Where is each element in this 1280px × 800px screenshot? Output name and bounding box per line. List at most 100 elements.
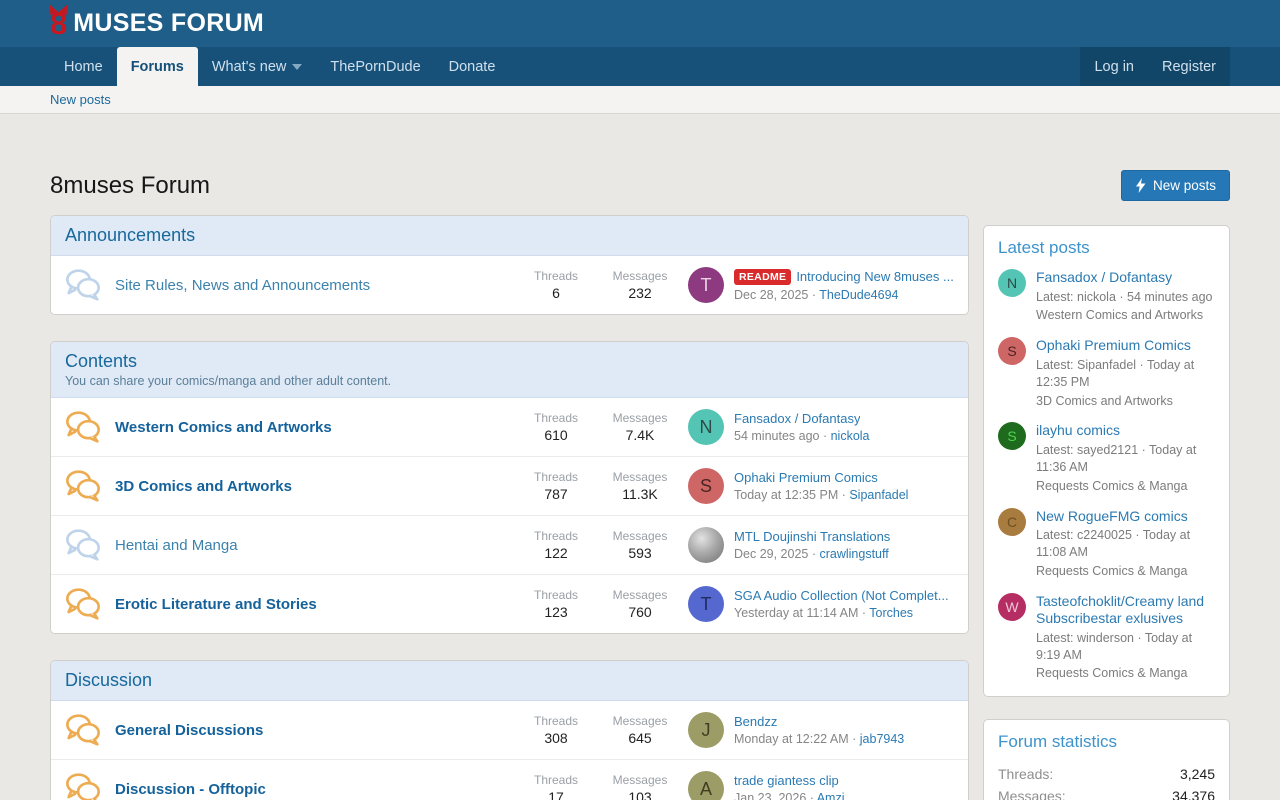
latest-post-user-link[interactable]: Sipanfadel bbox=[849, 488, 909, 502]
avatar[interactable] bbox=[688, 527, 724, 563]
forum-link[interactable]: Discussion - Offtopic bbox=[115, 780, 266, 798]
threads-stat: Threads 123 bbox=[520, 588, 592, 620]
forum-row: 3D Comics and Artworks Threads 787 Messa… bbox=[51, 456, 968, 515]
threads-stat: Threads 610 bbox=[520, 411, 592, 443]
thread-forum: Requests Comics & Manga bbox=[1036, 563, 1188, 578]
chat-bubbles-icon bbox=[63, 469, 103, 503]
forum-category: Discussion General Discussions Threads 3… bbox=[50, 660, 969, 800]
forum-link[interactable]: 3D Comics and Artworks bbox=[115, 477, 292, 495]
threads-label: Threads bbox=[533, 714, 579, 728]
avatar[interactable]: N bbox=[998, 269, 1026, 297]
category-rows: Site Rules, News and Announcements Threa… bbox=[51, 256, 968, 314]
thread-meta: Latest: Sipanfadel · Today at 12:35 PM bbox=[1036, 357, 1195, 389]
nav-item-donate[interactable]: Donate bbox=[448, 58, 496, 75]
thread-meta: Latest: c2240025 · Today at 11:08 AM bbox=[1036, 528, 1191, 559]
latest-post-date: Jan 23, 2026 bbox=[734, 791, 807, 800]
threads-stat: Threads 6 bbox=[520, 269, 592, 301]
latest-post-user-link[interactable]: nickola bbox=[830, 429, 870, 443]
forum-statistics-widget: Forum statistics Threads: 3,245 Messages… bbox=[983, 719, 1230, 800]
messages-stat: Messages 760 bbox=[604, 588, 676, 620]
latest-post-link[interactable]: SGA Audio Collection (Not Complet... bbox=[734, 588, 949, 603]
avatar[interactable]: W bbox=[998, 592, 1026, 621]
chevron-down-icon bbox=[292, 63, 303, 70]
latest-post-date: Today at 12:35 PM bbox=[734, 488, 839, 502]
latest-post-link[interactable]: MTL Doujinshi Translations bbox=[734, 529, 891, 544]
avatar[interactable]: S bbox=[998, 422, 1026, 451]
latest-post: MTL Doujinshi Translations Dec 29, 2025 … bbox=[688, 527, 956, 563]
latest-post-user-link[interactable]: jab7943 bbox=[859, 732, 905, 746]
messages-count: 232 bbox=[628, 285, 652, 301]
avatar[interactable]: T bbox=[688, 267, 724, 303]
statistic-label: Threads: bbox=[998, 766, 1054, 783]
site-logo[interactable]: 8 MUSES FORUM bbox=[50, 8, 264, 39]
threads-count: 122 bbox=[544, 545, 568, 561]
nav-item-forums[interactable]: Forums bbox=[116, 47, 198, 86]
thread-link[interactable]: Ophaki Premium Comics bbox=[1036, 337, 1191, 354]
thread-meta: Latest: winderson · Today at 9:19 AM bbox=[1036, 630, 1193, 662]
subnav-new-posts-link[interactable]: New posts bbox=[50, 92, 111, 107]
latest-post-user-link[interactable]: Amzi bbox=[816, 791, 845, 800]
latest-post-link[interactable]: Ophaki Premium Comics bbox=[734, 470, 878, 485]
new-posts-button[interactable]: New posts bbox=[1120, 170, 1230, 201]
category-header: Contents You can share your comics/manga… bbox=[51, 342, 968, 398]
thread-link[interactable]: Fansadox / Dofantasy bbox=[1036, 269, 1173, 285]
latest-post-user-link[interactable]: Torches bbox=[869, 606, 914, 620]
thread-forum: Western Comics and Artworks bbox=[1036, 308, 1204, 323]
meta-separator: · bbox=[808, 287, 820, 302]
threads-count: 17 bbox=[548, 789, 564, 800]
messages-count: 7.4K bbox=[625, 427, 655, 443]
statistic-value: 34,376 bbox=[1172, 788, 1215, 800]
latest-post-meta: Dec 28, 2025 · TheDude4694 bbox=[734, 288, 954, 302]
nav-item-home[interactable]: Home bbox=[64, 58, 103, 75]
auth-log-in[interactable]: Log in bbox=[1094, 58, 1134, 75]
latest-post: J Bendzz Monday at 12:22 AM · jab7943 bbox=[688, 712, 956, 748]
statistic-row: Threads: 3,245 bbox=[998, 763, 1215, 785]
forum-link[interactable]: Site Rules, News and Announcements bbox=[115, 276, 371, 294]
meta-separator: · bbox=[858, 606, 870, 620]
messages-label: Messages bbox=[612, 714, 668, 728]
thread-link[interactable]: New RogueFMG comics bbox=[1036, 507, 1188, 524]
threads-label: Threads bbox=[533, 529, 579, 543]
thread-link[interactable]: Tasteofchoklit/Creamy land Subscribestar… bbox=[1036, 592, 1205, 627]
avatar[interactable]: S bbox=[688, 468, 724, 504]
messages-stat: Messages 645 bbox=[604, 714, 676, 746]
avatar[interactable]: N bbox=[688, 409, 724, 445]
nav-item-what-s-new[interactable]: What's new bbox=[198, 47, 317, 86]
latest-post-link[interactable]: Fansadox / Dofantasy bbox=[734, 411, 861, 426]
auth-register[interactable]: Register bbox=[1162, 58, 1216, 75]
latest-post-link[interactable]: Introducing New 8muses ... bbox=[796, 269, 954, 284]
forum-row: General Discussions Threads 308 Messages… bbox=[51, 701, 968, 759]
latest-post-title-line: Fansadox / Dofantasy bbox=[734, 411, 870, 426]
latest-post-date: Yesterday at 11:14 AM bbox=[734, 606, 859, 620]
chat-bubbles-icon bbox=[63, 268, 103, 302]
thread-forum: Requests Comics & Manga bbox=[1036, 478, 1188, 493]
latest-post-date: Monday at 12:22 AM bbox=[734, 732, 849, 746]
forum-row: Erotic Literature and Stories Threads 12… bbox=[51, 574, 968, 633]
threads-stat: Threads 308 bbox=[520, 714, 592, 746]
forum-link[interactable]: Erotic Literature and Stories bbox=[115, 595, 317, 613]
latest-post-link[interactable]: Bendzz bbox=[734, 714, 778, 729]
forum-link[interactable]: Western Comics and Artworks bbox=[115, 418, 332, 436]
forum-link[interactable]: Hentai and Manga bbox=[115, 536, 238, 554]
latest-post-title-line: MTL Doujinshi Translations bbox=[734, 529, 890, 544]
avatar[interactable]: S bbox=[998, 337, 1026, 366]
avatar[interactable]: J bbox=[688, 712, 724, 748]
avatar[interactable]: A bbox=[688, 771, 724, 800]
meta-separator: · bbox=[806, 791, 817, 800]
logo-text: MUSES FORUM bbox=[73, 9, 265, 37]
avatar[interactable]: C bbox=[998, 507, 1026, 536]
nav-item-theporndude[interactable]: ThePornDude bbox=[330, 58, 421, 75]
avatar[interactable]: T bbox=[688, 586, 724, 622]
thread-link[interactable]: ilayhu comics bbox=[1036, 422, 1121, 439]
thread-meta: Latest: sayed2121 · Today at 11:36 AM bbox=[1036, 442, 1197, 474]
latest-post-link[interactable]: trade giantess clip bbox=[734, 773, 839, 788]
latest-posts-item-text: Ophaki Premium Comics Latest: Sipanfadel… bbox=[1036, 337, 1215, 409]
forum-link[interactable]: General Discussions bbox=[115, 721, 264, 739]
latest-post-title-line: SGA Audio Collection (Not Complet... bbox=[734, 588, 949, 603]
latest-post-user-link[interactable]: TheDude4694 bbox=[819, 287, 899, 302]
new-posts-button-label: New posts bbox=[1152, 178, 1216, 193]
thread-meta: Latest: nickola · 54 minutes ago bbox=[1036, 289, 1213, 304]
latest-posts-item: S Ophaki Premium Comics Latest: Sipanfad… bbox=[998, 337, 1215, 409]
threads-label: Threads bbox=[533, 588, 579, 602]
latest-post-user-link[interactable]: crawlingstuff bbox=[819, 547, 889, 561]
